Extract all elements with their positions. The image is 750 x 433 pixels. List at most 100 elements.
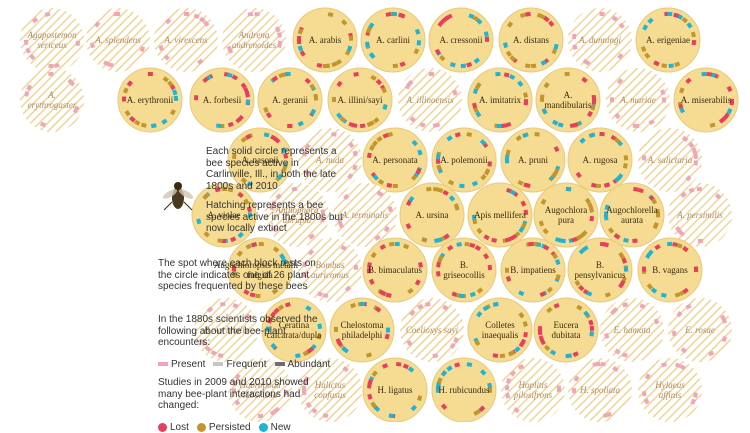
bee-circle: B. impatiens [501, 238, 565, 302]
bee-label: A. distans [513, 35, 549, 45]
bee-label: A. erigeniae [646, 35, 690, 45]
bee-circle: B.griseocollis [432, 238, 496, 302]
bee-label: Coelioxys sayi [406, 325, 459, 335]
interaction-tick [259, 242, 264, 246]
bee-label: H. spoliata [579, 385, 621, 395]
interaction-tick [505, 268, 509, 273]
bee-label: E. hamata [613, 325, 651, 335]
interaction-tick [367, 153, 372, 159]
bee-label: aurata [621, 215, 643, 225]
interaction-tick [495, 72, 500, 76]
bee-label: A. virescens [163, 35, 208, 45]
bee-label: andrenoides [232, 40, 277, 50]
bee-label: Apis mellifera [474, 210, 526, 220]
bee-circle: A.erythrogaster [20, 68, 84, 132]
interaction-tick [661, 63, 666, 68]
interaction-tick [534, 132, 540, 137]
interaction-tick [417, 40, 421, 45]
interaction-tick [557, 386, 561, 391]
bee-circle: H. ligatus [363, 358, 427, 422]
interaction-tick [528, 242, 533, 246]
bee-label: B. impatiens [510, 265, 556, 275]
bee-label: pilosifrons [513, 390, 553, 400]
interaction-tick [148, 72, 153, 76]
bee-label: A. mariae [619, 95, 656, 105]
bee-label: Augochlora [545, 205, 588, 215]
bee-label: A. carlini [376, 35, 410, 45]
swatch-frequent [213, 362, 223, 366]
interaction-tick [24, 40, 29, 45]
interaction-tick [698, 239, 703, 243]
interaction-tick [246, 99, 250, 104]
bee-circle: A. erythronii [118, 68, 182, 132]
interaction-tick [48, 72, 53, 76]
interaction-tick [599, 132, 604, 136]
bee-label: A. arabis [309, 35, 342, 45]
interaction-tick [632, 239, 637, 244]
bee-label: A. terminalis [341, 210, 389, 220]
interaction-tick [334, 327, 338, 332]
bee-circle: A. cressonii [429, 8, 493, 72]
bee-circle: A. splendens [86, 8, 150, 72]
interaction-tick [317, 323, 322, 329]
interaction-tick [531, 64, 536, 69]
interaction-tick [436, 271, 441, 277]
interaction-tick [697, 187, 702, 191]
interaction-tick [662, 98, 666, 103]
legend-change-keys: Lost Persisted New [158, 422, 328, 433]
interaction-tick [278, 41, 283, 46]
interaction-tick [48, 64, 53, 68]
interaction-tick [505, 385, 509, 390]
bee-circle: E. hamata [600, 298, 664, 362]
interaction-tick [668, 63, 674, 68]
bee-label: A. salictaria [647, 155, 693, 165]
interaction-tick [216, 124, 221, 129]
interaction-tick [642, 155, 646, 160]
interaction-tick [590, 326, 594, 331]
interaction-tick [354, 265, 359, 270]
bee-circle: A. dunningi [568, 8, 632, 72]
interaction-tick [596, 184, 601, 188]
bee-label: B. vagans [652, 265, 688, 275]
bee-label: mandibularis [545, 100, 592, 110]
bee-circle: A. salictaria [638, 128, 702, 192]
bee-circle: A. distans [499, 8, 563, 72]
bee-label: A. forbesii [203, 95, 242, 105]
bee-label: sericeus [37, 40, 67, 50]
interaction-tick [706, 72, 711, 76]
interaction-tick [538, 330, 543, 335]
interaction-tick [331, 132, 336, 137]
bee-label: A. erythronii [127, 95, 174, 105]
bee-label: inaequalis [482, 330, 519, 340]
bee-label: A. dunningi [578, 35, 621, 45]
interaction-tick [184, 12, 189, 16]
interaction-tick [285, 72, 290, 76]
interaction-tick [634, 124, 639, 128]
interaction-tick [255, 294, 260, 298]
bee-label: A. cressonii [440, 35, 483, 45]
interaction-tick [572, 388, 576, 393]
bee-circle: A. illini/sayi [328, 68, 392, 132]
interaction-tick [433, 353, 439, 358]
key-new-label: New [271, 422, 291, 433]
bee-label: griseocollis [443, 270, 485, 280]
bee-label: dubitata [552, 330, 581, 340]
interaction-tick [115, 12, 120, 16]
interaction-tick [497, 124, 502, 128]
interaction-tick [565, 72, 570, 76]
interaction-tick [360, 302, 365, 306]
bee-circle: A. personata [363, 128, 427, 192]
interaction-tick [386, 328, 390, 333]
bee-label: A. rugosa [583, 155, 618, 165]
bee-circle: A. persimilis [668, 183, 732, 247]
bee-label: pensylvanicus [575, 270, 626, 280]
interaction-tick [524, 100, 528, 105]
interaction-tick [525, 64, 530, 69]
bee-label: A. ursina [416, 210, 449, 220]
bee-illustration [158, 176, 198, 216]
interaction-tick [76, 41, 81, 46]
